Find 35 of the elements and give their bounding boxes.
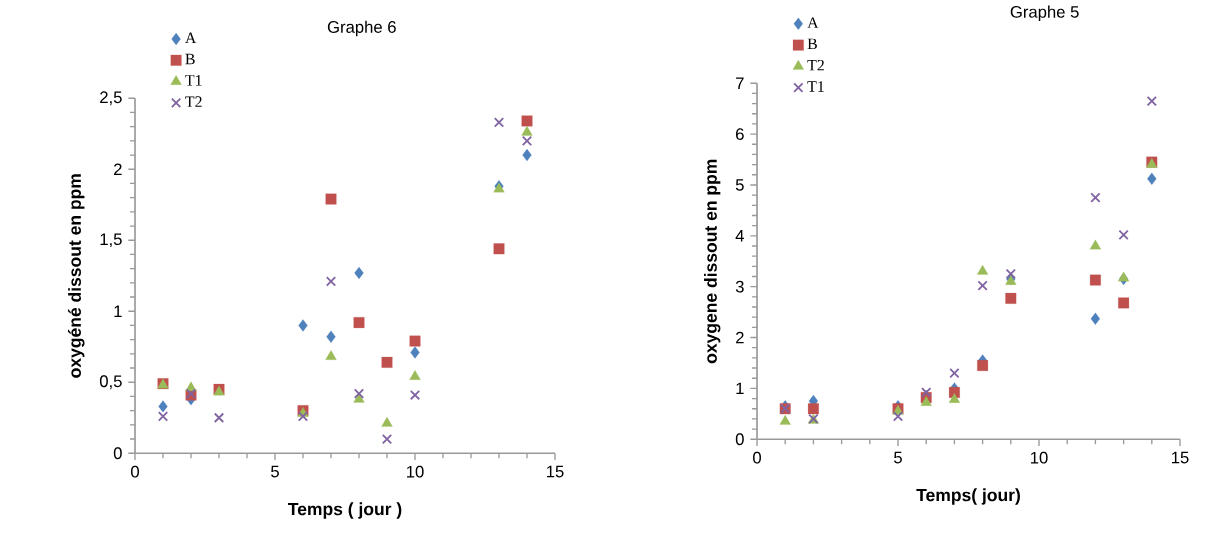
y-axis-title: oxygene dissout en ppm xyxy=(704,159,721,364)
legend-label: B xyxy=(185,53,195,65)
y-tick-label: 3 xyxy=(735,280,744,293)
y-tick-label: 1 xyxy=(736,382,744,395)
y-tick-label: 0 xyxy=(735,433,744,446)
x-axis-title: Temps( jour) xyxy=(916,488,1020,505)
legend-label: T2 xyxy=(185,96,202,107)
y-tick-label: 6 xyxy=(736,128,744,140)
x-tick-label: 15 xyxy=(1172,451,1189,464)
legend-label: A xyxy=(185,32,197,43)
legend-label: T1 xyxy=(807,81,824,92)
x-tick-label: 0 xyxy=(131,465,139,478)
legend-label: A xyxy=(807,17,819,28)
legend-label: T1 xyxy=(185,74,202,86)
y-tick-label: 2,5 xyxy=(100,91,122,106)
y-tick-label: 5 xyxy=(735,179,744,191)
y-tick-label: 1,5 xyxy=(100,233,122,247)
x-tick-label: 15 xyxy=(547,465,564,478)
y-tick-label: 0,5 xyxy=(99,375,122,390)
x-tick-label: 5 xyxy=(894,451,902,464)
y-axis-title: oxygéné dissout en ppm xyxy=(67,174,85,378)
x-axis-title: Temps ( jour ) xyxy=(288,502,402,519)
y-tick-label: 7 xyxy=(736,77,744,89)
x-tick-label: 0 xyxy=(753,451,761,464)
legend-label: B xyxy=(807,38,817,49)
legend-label: T2 xyxy=(807,59,824,71)
y-tick-label: 1 xyxy=(114,305,122,317)
x-tick-label: 10 xyxy=(1031,451,1048,464)
chart-title: Graphe 6 xyxy=(327,20,396,37)
y-tick-label: 2 xyxy=(736,331,744,344)
x-tick-label: 10 xyxy=(407,465,424,478)
y-tick-label: 2 xyxy=(114,163,122,175)
chart-title: Graphe 5 xyxy=(1010,5,1079,21)
x-tick-label: 5 xyxy=(271,465,279,478)
y-tick-label: 4 xyxy=(735,229,744,242)
